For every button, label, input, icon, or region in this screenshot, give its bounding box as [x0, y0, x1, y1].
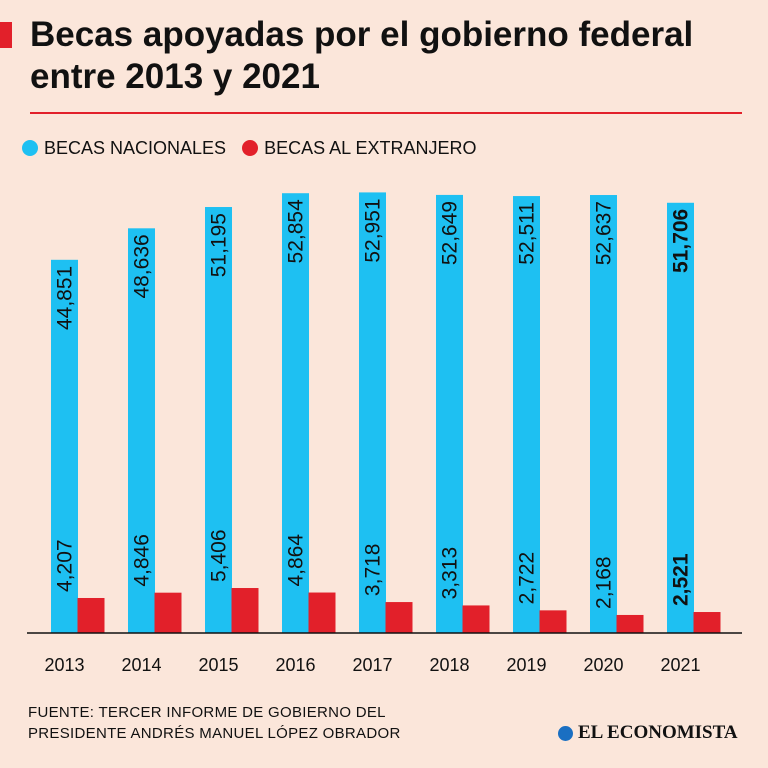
- bar-extranjero-2019: [539, 610, 567, 633]
- bar-nacionales-2018: [436, 194, 463, 633]
- brand-name: EL ECONOMISTA: [578, 722, 738, 743]
- tick-label-2013: 2013: [44, 655, 84, 675]
- el-economista-logo-icon: [558, 725, 573, 741]
- label-nacionales-2020: 52,637: [593, 201, 616, 265]
- legend-item-extranjero: BECAS AL EXTRANJERO: [242, 138, 476, 159]
- title-rule: [30, 112, 742, 114]
- bar-extranjero-2017: [385, 602, 413, 633]
- bar-nacionales-2013: [51, 259, 78, 633]
- legend: BECAS NACIONALES BECAS AL EXTRANJERO: [22, 136, 492, 160]
- label-extranjero-2014: 4,846: [131, 534, 154, 587]
- legend-label-extranjero: BECAS AL EXTRANJERO: [264, 137, 477, 158]
- bar-nacionales-2016: [282, 193, 309, 633]
- label-extranjero-2019: 2,722: [516, 552, 539, 605]
- tick-label-2019: 2019: [506, 655, 546, 675]
- bar-extranjero-2020: [616, 614, 644, 633]
- tick-label-2016: 2016: [275, 655, 315, 675]
- bar-nacionales-2021: [667, 202, 694, 633]
- label-extranjero-2016: 4,864: [285, 534, 308, 587]
- title-marker: [0, 22, 12, 48]
- tick-label-2020: 2020: [583, 655, 623, 675]
- label-nacionales-2015: 51,195: [208, 213, 231, 277]
- bar-extranjero-2015: [231, 588, 259, 633]
- bar-extranjero-2014: [154, 592, 182, 633]
- tick-label-2021: 2021: [660, 655, 700, 675]
- bar-extranjero-2016: [308, 592, 336, 633]
- legend-swatch-extranjero: [242, 140, 259, 156]
- bar-nacionales-2019: [513, 196, 540, 633]
- tick-label-2018: 2018: [429, 655, 469, 675]
- label-nacionales-2018: 52,649: [439, 201, 462, 265]
- bar-extranjero-2021: [693, 612, 721, 633]
- bar-extranjero-2018: [462, 605, 490, 633]
- bar-nacionales-2020: [590, 195, 617, 633]
- label-nacionales-2019: 52,511: [516, 202, 539, 265]
- bar-extranjero-2013: [77, 597, 105, 633]
- label-nacionales-2013: 44,851: [54, 266, 77, 330]
- label-extranjero-2013: 4,207: [54, 539, 77, 592]
- legend-item-nacionales: BECAS NACIONALES: [22, 138, 226, 159]
- bar-nacionales-2015: [205, 207, 232, 633]
- chart-title: Becas apoyadas por el gobierno federal e…: [30, 15, 694, 96]
- bar-nacionales-2014: [128, 228, 155, 633]
- source-note: FUENTE: TERCER INFORME DE GOBIERNO DEL P…: [28, 704, 401, 742]
- tick-label-2017: 2017: [352, 655, 392, 675]
- bar-nacionales-2017: [359, 192, 386, 633]
- label-nacionales-2017: 52,951: [362, 198, 385, 262]
- label-nacionales-2016: 52,854: [285, 199, 308, 264]
- label-extranjero-2015: 5,406: [208, 529, 231, 582]
- legend-swatch-nacionales: [22, 140, 38, 156]
- label-extranjero-2021: 2,521: [670, 553, 693, 606]
- legend-label-nacionales: BECAS NACIONALES: [44, 137, 227, 158]
- brand-logo: EL ECONOMISTA: [558, 722, 738, 744]
- tick-label-2014: 2014: [121, 655, 161, 675]
- label-extranjero-2017: 3,718: [362, 544, 385, 597]
- tick-label-2015: 2015: [198, 655, 238, 675]
- label-nacionales-2014: 48,636: [131, 234, 154, 298]
- label-extranjero-2018: 3,313: [439, 547, 462, 600]
- label-nacionales-2021: 51,706: [670, 209, 693, 273]
- label-extranjero-2020: 2,168: [593, 556, 616, 609]
